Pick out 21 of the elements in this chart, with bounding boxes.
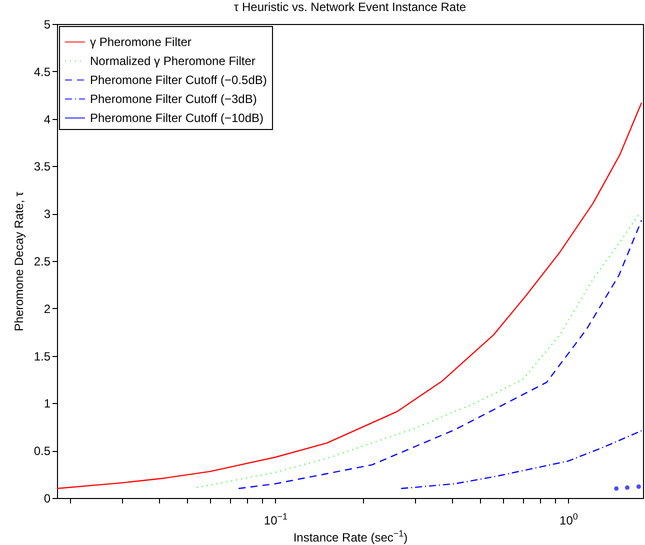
y-tick-label: 5 [44, 18, 51, 32]
y-tick-label: 1.5 [34, 349, 51, 364]
y-tick-label: 4.5 [34, 64, 51, 79]
y-tick-label: 4 [44, 112, 51, 126]
legend-label: Pheromone Filter Cutoff (−0.5dB) [90, 73, 267, 87]
y-tick-label: 2.5 [34, 254, 51, 268]
y-axis-title: Pheromone Decay Rate, τ [12, 192, 26, 332]
y-tick-label: 0.5 [34, 444, 51, 458]
y-tick-label: 3.5 [34, 160, 51, 174]
y-tick-label: 2 [44, 302, 51, 316]
x-tick-label: 10$^{0}$ [560, 512, 578, 528]
legend-label: Pheromone Filter Cutoff (−3dB) [90, 92, 257, 106]
legend-label: Pheromone Filter Cutoff (−10dB) [90, 111, 264, 125]
y-tick-label: 0 [44, 492, 51, 506]
legend-label: Normalized γ Pheromone Filter [90, 54, 256, 68]
y-tick-label: 1 [44, 396, 51, 411]
x-axis-title: Instance Rate (sec$^{−1}$) [293, 528, 408, 544]
legend-label: γ Pheromone Filter [90, 35, 192, 49]
x-tick-label: 10$^{−1}$ [264, 512, 288, 528]
chart-title: τ Heuristic vs. Network Event Instance Rate [234, 0, 466, 14]
y-tick-label: 3 [44, 207, 51, 222]
